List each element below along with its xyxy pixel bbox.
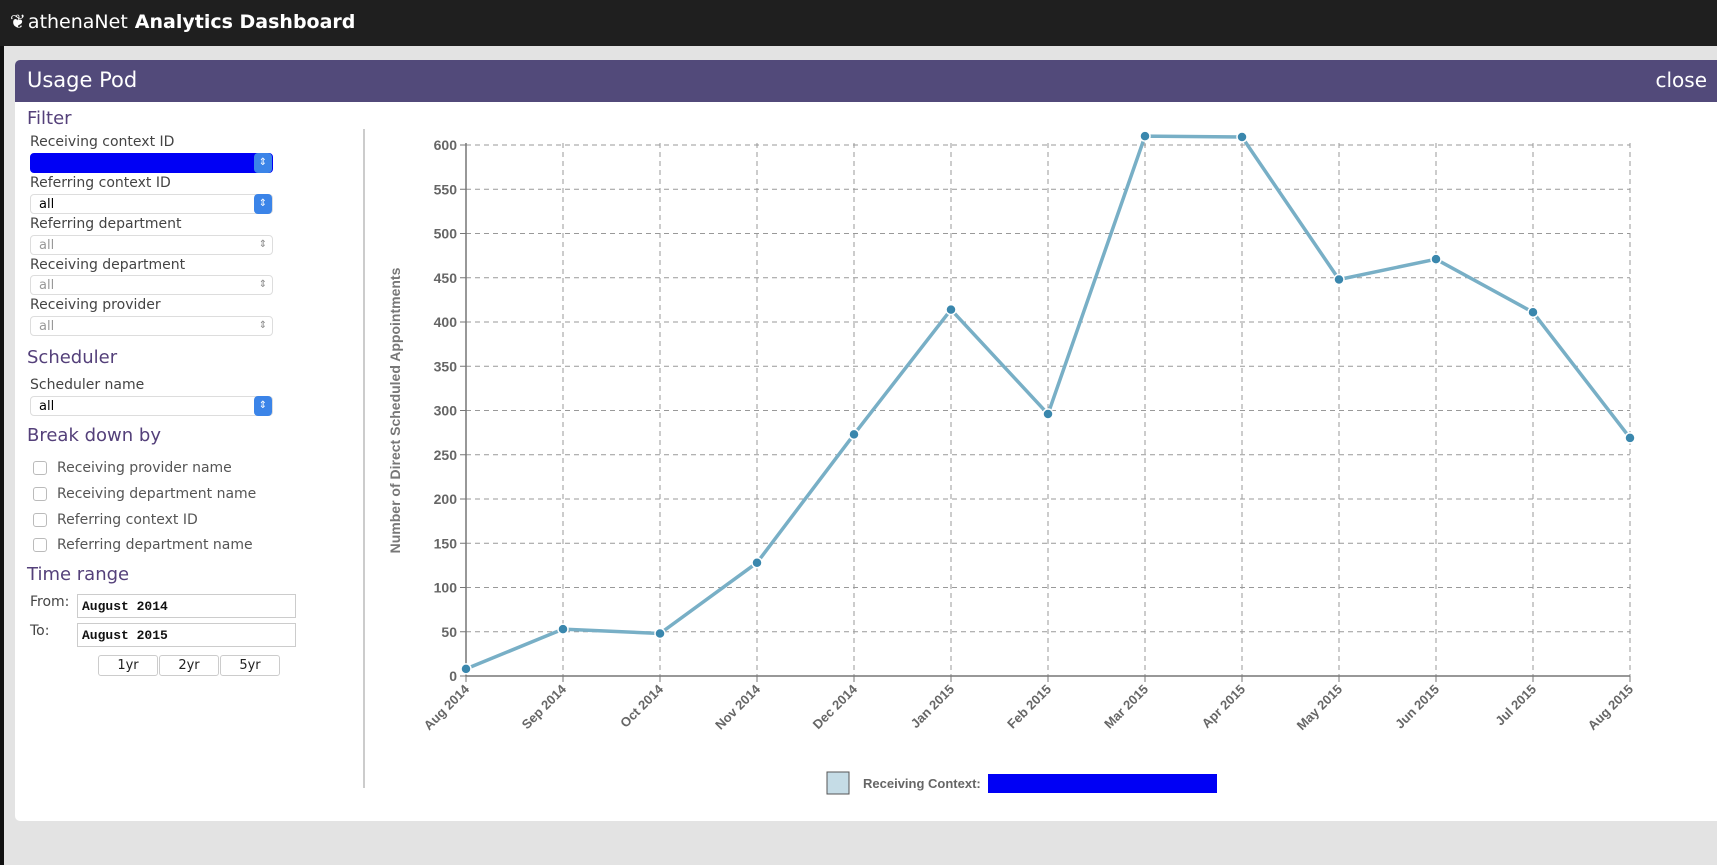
checkbox[interactable] [33, 487, 47, 501]
top-bar: ❦ athenaNet Analytics Dashboard [0, 0, 1717, 46]
y-tick-label: 100 [434, 580, 458, 596]
preset-5yr-button[interactable]: 5yr [220, 655, 280, 676]
select-arrows-icon: ⇕ [258, 239, 268, 250]
x-tick-label: Apr 2015 [1199, 682, 1248, 731]
y-tick-label: 500 [434, 226, 458, 242]
y-axis-label: Number of Direct Scheduled Appointments [387, 267, 403, 553]
y-tick-label: 350 [434, 358, 458, 374]
y-tick-label: 50 [441, 624, 457, 640]
app-brand: ❦ athenaNet Analytics Dashboard [10, 11, 355, 33]
from-label: From: [30, 594, 70, 610]
y-tick-label: 400 [434, 314, 458, 330]
data-point [1430, 253, 1442, 265]
data-point [848, 428, 860, 441]
receiving-department-label: Receiving department [30, 257, 186, 273]
pod-title: Usage Pod [27, 68, 138, 92]
data-point [1236, 131, 1248, 143]
sidebar-divider [363, 129, 365, 788]
data-point [654, 627, 666, 640]
breakdown-option[interactable]: Referring context ID [33, 512, 198, 528]
x-tick-label: Nov 2014 [712, 681, 764, 733]
referring-context-select[interactable]: all ⇕ [30, 194, 273, 214]
data-point [945, 303, 957, 316]
x-tick-label: Sep 2014 [519, 681, 570, 732]
filter-heading: Filter [27, 108, 72, 129]
from-input[interactable]: August 2014 [77, 594, 296, 618]
y-tick-label: 600 [434, 137, 458, 153]
data-point [460, 663, 472, 675]
breakdown-option[interactable]: Receiving department name [33, 486, 256, 502]
y-tick-label: 450 [434, 270, 458, 286]
receiving-department-select[interactable]: all ⇕ [30, 275, 273, 295]
checkbox[interactable] [33, 513, 47, 527]
legend-swatch [826, 771, 850, 795]
checkbox[interactable] [33, 538, 47, 552]
scheduler-heading: Scheduler [27, 347, 118, 368]
receiving-provider-select[interactable]: all ⇕ [30, 316, 273, 336]
app-title: Analytics Dashboard [134, 11, 356, 33]
preset-2yr-button[interactable]: 2yr [159, 655, 219, 676]
y-tick-label: 550 [434, 181, 458, 197]
receiving-context-select[interactable]: ⇕ [30, 153, 273, 173]
select-arrows-icon: ⇕ [258, 279, 268, 290]
data-point [1527, 306, 1539, 319]
x-tick-label: Jan 2015 [908, 682, 957, 731]
breakdown-heading: Break down by [27, 425, 161, 446]
legend-redacted-value [988, 774, 1217, 793]
x-tick-label: Aug 2014 [421, 681, 473, 733]
to-input[interactable]: August 2015 [77, 623, 296, 647]
athena-logo-icon: ❦ [10, 11, 26, 33]
y-tick-label: 250 [434, 447, 458, 463]
x-tick-label: Oct 2014 [617, 681, 666, 730]
referring-department-select[interactable]: all ⇕ [30, 235, 273, 255]
to-label: To: [30, 623, 50, 639]
x-tick-label: Aug 2015 [1585, 682, 1636, 733]
x-tick-label: Jun 2015 [1392, 682, 1442, 732]
y-tick-label: 300 [434, 403, 458, 419]
x-tick-label: May 2015 [1294, 682, 1345, 733]
scheduler-name-select[interactable]: all ⇕ [30, 396, 273, 416]
breakdown-option[interactable]: Receiving provider name [33, 460, 232, 476]
select-arrows-icon: ⇕ [258, 320, 268, 331]
select-arrows-icon: ⇕ [254, 396, 272, 416]
brand-logo: athenaNet [27, 11, 128, 33]
receiving-context-label: Receiving context ID [30, 134, 175, 150]
y-tick-label: 200 [434, 491, 458, 507]
x-tick-label: Mar 2015 [1101, 682, 1151, 732]
y-tick-label: 0 [449, 668, 457, 684]
x-tick-label: Feb 2015 [1004, 682, 1054, 732]
y-tick-label: 150 [434, 535, 458, 551]
data-point [751, 556, 763, 569]
data-point [1333, 273, 1345, 286]
breakdown-option[interactable]: Referring department name [33, 537, 253, 553]
x-tick-label: Dec 2014 [810, 681, 861, 732]
window-edge [0, 46, 4, 865]
pod-header: Usage Pod close [15, 60, 1717, 102]
legend-label: Receiving Context: [863, 776, 981, 791]
scheduler-name-label: Scheduler name [30, 377, 145, 393]
close-button[interactable]: close [1655, 68, 1707, 92]
referring-context-label: Referring context ID [30, 175, 171, 191]
receiving-provider-label: Receiving provider [30, 297, 161, 313]
data-point [557, 623, 569, 635]
preset-1yr-button[interactable]: 1yr [98, 655, 158, 676]
usage-pod: Usage Pod close Filter Receiving context… [15, 60, 1717, 821]
data-point [1624, 432, 1636, 444]
select-arrows-icon: ⇕ [254, 194, 272, 214]
x-tick-label: Jul 2015 [1492, 682, 1539, 729]
select-arrows-icon: ⇕ [254, 153, 272, 173]
checkbox[interactable] [33, 461, 47, 475]
data-point [1139, 130, 1151, 142]
referring-department-label: Referring department [30, 216, 182, 232]
time-range-heading: Time range [27, 564, 130, 585]
data-point [1042, 408, 1054, 420]
